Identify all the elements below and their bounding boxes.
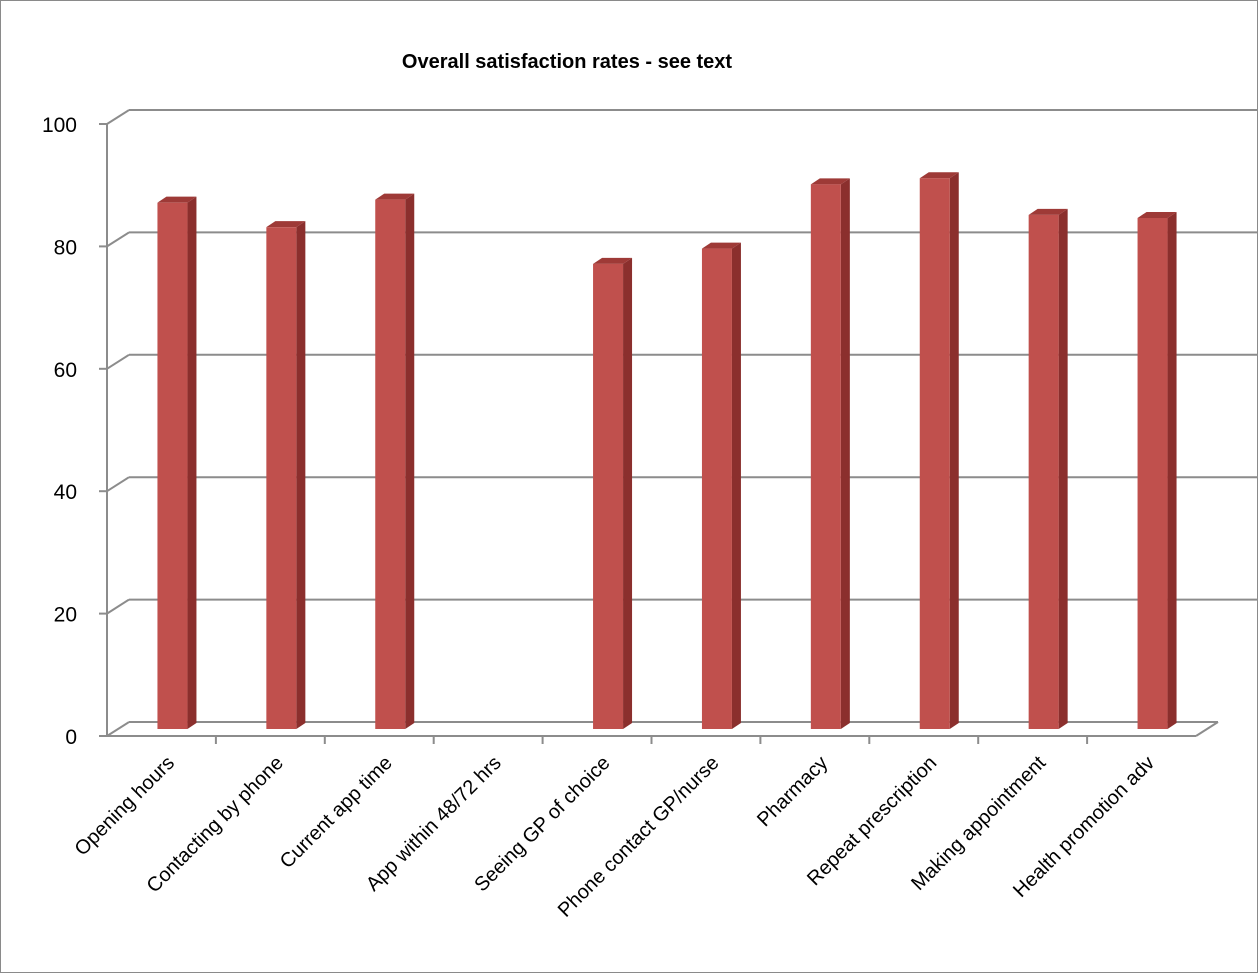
bar: [701, 248, 732, 729]
bar: [266, 227, 297, 729]
x-category-label: Opening hours: [71, 752, 179, 860]
bar-side: [1167, 211, 1177, 730]
y-tick-label: 0: [65, 726, 77, 749]
x-category-label: Current app time: [276, 752, 397, 873]
bar-top: [593, 257, 633, 264]
axes: [99, 123, 1219, 744]
chart-title: Overall satisfaction rates - see text: [402, 51, 732, 73]
bar-side: [623, 257, 633, 729]
bar: [157, 202, 188, 729]
x-category-label: Pharmacy: [753, 752, 832, 831]
bar-top: [810, 178, 850, 185]
bar-side: [731, 242, 741, 729]
y-tick-label: 20: [54, 604, 77, 627]
bar-top: [919, 172, 959, 179]
gridline-diagonal: [106, 721, 130, 737]
gridline-diagonal: [106, 109, 130, 125]
y-tick-label: 100: [42, 114, 77, 137]
bar-side: [1058, 208, 1068, 730]
bar-side: [405, 193, 415, 729]
bar: [593, 263, 624, 729]
bar: [375, 199, 406, 729]
bar-top: [701, 242, 741, 249]
bar: [810, 184, 841, 729]
gridline-diagonal: [106, 476, 130, 493]
gridlines: [106, 109, 1258, 737]
bar: [1137, 217, 1168, 730]
bar-top: [375, 193, 415, 200]
bar-side: [296, 221, 306, 729]
bar-top: [157, 196, 197, 203]
y-tick-label: 80: [54, 236, 77, 259]
bar-top: [266, 221, 306, 228]
bar: [1028, 214, 1059, 730]
gridline-diagonal: [106, 598, 130, 615]
gridline-diagonal: [106, 231, 130, 248]
bar-top: [1028, 208, 1068, 215]
bar-side: [840, 178, 850, 729]
floor-edge: [1195, 721, 1219, 737]
bar: [919, 178, 950, 729]
bar-side: [187, 196, 197, 729]
y-tick-label: 40: [54, 481, 77, 504]
bar-top: [1137, 211, 1177, 218]
y-tick-label: 60: [54, 359, 77, 382]
bar-side: [949, 172, 959, 729]
bars: [157, 172, 1177, 730]
gridline-diagonal: [106, 353, 130, 370]
